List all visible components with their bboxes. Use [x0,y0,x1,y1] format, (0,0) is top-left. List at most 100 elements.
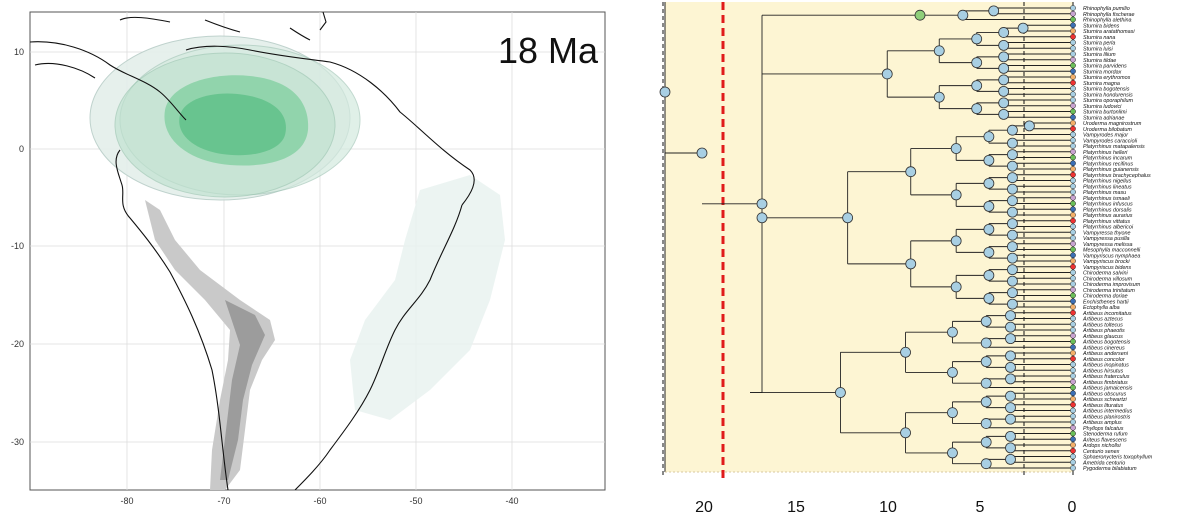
tip-state [1070,292,1076,299]
time-tick-label: 20 [695,499,713,516]
lon-tick-label: -40 [505,496,518,506]
ancestral-node [1005,333,1016,345]
tip-label: Artibeus planirostris [1082,414,1131,420]
ancestral-node [1007,287,1018,299]
tip-state [1070,258,1076,264]
tip-state [1070,10,1076,17]
tip-label: Artibeus glaucus [1082,334,1123,340]
tip-state [1070,154,1076,161]
tip-state [1070,171,1076,178]
coastlines [30,12,475,490]
tip-state [1070,183,1076,190]
tip-label: Chiroderma doriae [1083,294,1128,300]
tip-state [1070,16,1076,23]
tip-label: Sturnira parvidens [1083,64,1127,70]
tip-label: Sturnira bidens [1083,23,1120,29]
ancestral-node [980,396,992,408]
tip-label: Artibeus intermedius [1082,409,1132,415]
tip-state [1070,45,1076,52]
ancestral-node [1005,361,1016,373]
tip-state [1070,419,1076,425]
lon-tick-label: -50 [409,496,422,506]
tip-label: Sturnira erythromos [1083,75,1131,81]
tip-label: Vampyressa pusilla [1083,236,1130,242]
ancestral-node [1007,149,1018,161]
tip-label: Vampyressa melissa [1083,242,1133,248]
tip-label: Enchisthenes hartii [1083,299,1129,305]
ancestral-node [980,418,992,429]
ancestral-node [1005,321,1016,333]
tip-label: Ametrida centurio [1082,460,1125,466]
tip-state [1070,51,1076,57]
lon-tick-label: -70 [217,496,230,506]
ancestral-node [980,315,992,327]
tip-state [1070,143,1076,149]
tip-state [1070,465,1076,471]
time-label: 18 Ma [498,30,599,71]
ancestral-node [1005,430,1016,442]
tip-label: Uroderma bilobatum [1083,127,1132,133]
tip-label: Platyrrhinus guianensis [1083,167,1139,173]
tip-label: Sturnira lilium [1083,52,1116,58]
tip-state [1070,338,1076,345]
ancestral-node [835,387,846,398]
tip-state [1070,413,1076,420]
tip-state [1070,235,1076,241]
ancestral-node [1007,183,1018,195]
tip-state [1070,269,1076,276]
ancestral-state-nodes [659,5,1076,471]
tip-label: Platyrrhinus incarum [1083,156,1133,162]
tip-state [1070,263,1076,270]
tip-label: Chiroderma trinitatum [1083,288,1135,294]
ancestral-node [947,447,958,459]
tip-state [1070,442,1076,448]
tip-label: Vampyrodes major [1083,133,1128,139]
tip-label: Sturnira burtonlimi [1083,110,1128,116]
time-tick-label: 15 [787,499,805,516]
tip-state [1070,166,1076,172]
tip-state [1070,424,1076,431]
tip-label: Chiroderma salvini [1083,271,1128,277]
tip-state [1070,275,1076,282]
tip-label: Artibeus inopinatus [1082,363,1129,369]
tip-state [1070,189,1076,195]
tip-label: Artibeus lituratus [1082,403,1123,409]
ancestral-node [950,281,962,293]
ancestral-node [933,91,945,103]
tip-state [1070,102,1076,109]
lat-tick-label: -30 [11,437,24,447]
ancestral-node [980,356,992,368]
ancestral-node [950,143,962,154]
lon-tick-label: -60 [313,496,326,506]
ancestral-node [1005,310,1016,322]
ancestral-node [998,39,1010,51]
ancestral-node [756,198,768,210]
tip-state [1070,22,1076,29]
ancestral-node [1007,172,1018,184]
tip-label: Sphaeronycteris toxophyllum [1083,455,1153,461]
tip-label: Sturnira aratathomasi [1083,29,1135,35]
ancestral-node [971,57,983,69]
ancestral-node [900,427,911,439]
tip-state [1070,315,1076,322]
tip-state [1070,177,1076,184]
tip-label: Platyrrhinus lineatus [1083,184,1132,190]
ancestral-node [905,166,917,178]
paleo-range-map: 18 Ma 10 0 -10 -20 -30 -80 -70 -60 -50 -… [11,11,606,506]
ancestral-node [950,189,962,201]
tip-label: Chiroderma improvisum [1083,282,1141,288]
tip-state [1070,194,1076,201]
tip-label: Artibeus bogotensis [1082,340,1131,346]
tip-state [1070,447,1076,454]
tip-label: Artibeus aztecus [1082,317,1123,323]
tip-state [1070,91,1076,98]
tip-state [1070,453,1076,460]
ancestral-node [842,212,854,224]
tip-label: Sturnira mordax [1083,69,1122,75]
ancestral-node [1007,298,1018,310]
tip-state [1070,160,1076,167]
tip-label: Pygoderma bilabiatum [1083,466,1137,472]
lon-tick-labels: -80 -70 -60 -50 -40 [120,496,518,506]
ancestral-node [998,74,1010,86]
